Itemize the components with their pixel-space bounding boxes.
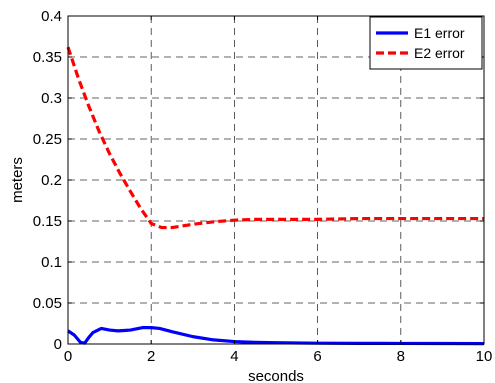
series-line-2	[66, 46, 484, 230]
y-tick-label: 0	[54, 336, 62, 353]
x-tick-label: 4	[230, 348, 238, 365]
legend-label-1: E1 error	[414, 25, 465, 41]
y-tick-label: 0.2	[41, 172, 62, 189]
y-tick-label: 0.05	[33, 295, 62, 312]
x-axis-label: seconds	[248, 368, 304, 383]
y-tick-label: 0.15	[33, 213, 62, 230]
grid	[68, 16, 484, 344]
series-group	[66, 46, 485, 346]
y-tick-label: 0.3	[41, 90, 62, 107]
y-tick-label: 0.25	[33, 131, 62, 148]
y-tick-label: 0.1	[41, 254, 62, 271]
legend: E1 error E2 error	[369, 16, 483, 70]
x-tick-label: 0	[64, 348, 72, 365]
series-line-1	[67, 326, 485, 346]
x-tick-label: 6	[313, 348, 321, 365]
legend-label-2: E2 error	[414, 45, 465, 61]
tick-labels: 0 2 4 6 8 10 0 0.05 0.1 0.15 0.2 0.25 0.3 0.35 0.4	[33, 8, 493, 365]
x-tick-label: 2	[147, 348, 155, 365]
y-tick-label: 0.4	[41, 8, 62, 25]
y-tick-label: 0.35	[33, 49, 62, 66]
legend-box	[369, 16, 483, 70]
x-tick-label: 10	[476, 348, 493, 365]
y-axis-label: meters	[9, 157, 26, 203]
x-tick-label: 8	[397, 348, 405, 365]
